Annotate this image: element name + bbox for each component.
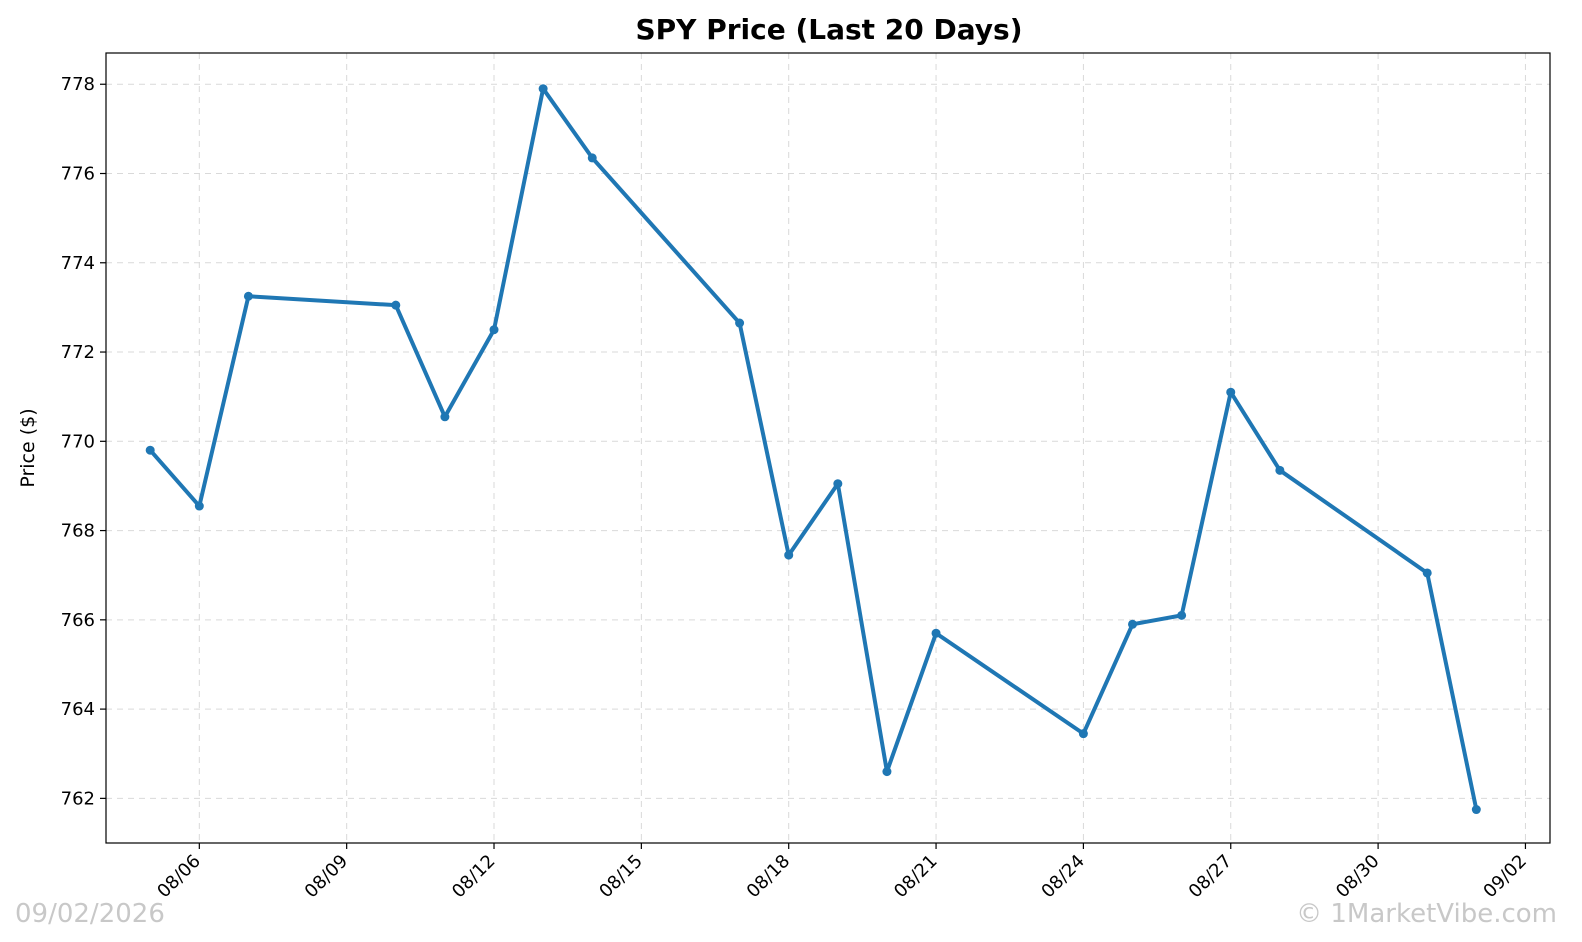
date-watermark: 09/02/2026 (15, 899, 165, 929)
price-point (735, 318, 745, 328)
price-point (1128, 619, 1138, 629)
y-tick-label: 770 (61, 431, 95, 452)
x-tick-label: 08/12 (448, 851, 500, 903)
price-point (1226, 387, 1236, 397)
x-tick-label: 08/09 (301, 851, 353, 903)
price-point (833, 479, 843, 489)
price-point (1078, 729, 1088, 739)
x-tick-label: 08/15 (595, 851, 647, 903)
price-line (148, 86, 1479, 812)
y-tick-label: 778 (61, 74, 95, 95)
price-point (1177, 610, 1187, 620)
x-tick-label: 09/02 (1479, 851, 1531, 903)
price-point (931, 628, 941, 638)
x-tick-label: 08/21 (890, 851, 942, 903)
price-point (391, 300, 401, 310)
y-axis-label: Price ($) (17, 408, 39, 487)
y-tick-label: 762 (61, 788, 95, 809)
plot-frame (105, 52, 1551, 844)
price-point (194, 501, 204, 511)
price-point (784, 550, 794, 560)
price-point (1422, 568, 1432, 578)
price-point (243, 291, 253, 301)
grid (106, 53, 1550, 843)
y-tick-label: 766 (61, 610, 95, 631)
y-tick-label: 772 (61, 342, 95, 363)
x-tick-label: 08/18 (743, 851, 795, 903)
price-point (489, 325, 499, 335)
price-point (440, 412, 450, 422)
x-tick-label: 08/06 (153, 851, 205, 903)
chart-title: SPY Price (Last 20 Days) (635, 13, 1022, 46)
price-point (1275, 465, 1285, 475)
price-point (1471, 805, 1481, 815)
y-tick-label: 774 (61, 253, 95, 274)
series-group (145, 84, 1481, 815)
price-point (882, 767, 892, 777)
axes: 08/06 08/09 08/12 08/15 08/18 08/21 08/24 08/27… (61, 74, 1531, 902)
price-point (145, 445, 155, 455)
x-tick-label: 08/27 (1185, 851, 1237, 903)
y-tick-label: 768 (61, 521, 95, 542)
x-tick-label: 08/30 (1332, 851, 1384, 903)
y-tick-label: 764 (61, 699, 95, 720)
site-watermark: © 1MarketVibe.com (1296, 899, 1557, 929)
price-point (587, 153, 597, 163)
y-tick-label: 776 (61, 164, 95, 185)
price-point (538, 84, 548, 94)
x-tick-label: 08/24 (1037, 851, 1089, 903)
